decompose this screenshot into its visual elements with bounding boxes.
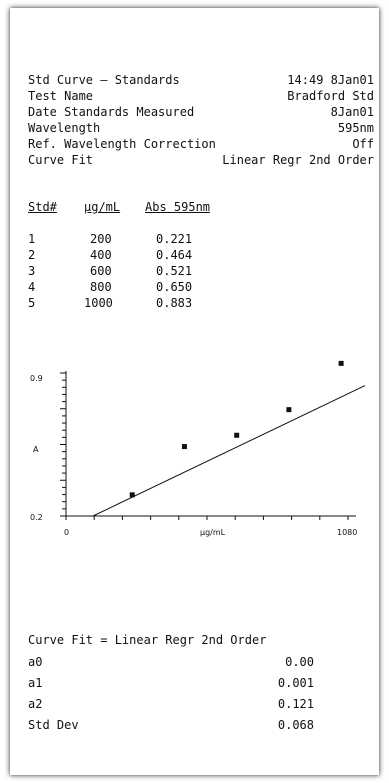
chart-ticks — [60, 372, 349, 520]
standard-curve-chart: 0.9 0.2 A 0 1080 µg/mL — [30, 360, 366, 537]
header-value-4: Off — [352, 137, 374, 151]
fit-coeff-value-a1: 0.001 — [277, 676, 314, 690]
table-row-conc: 400 — [90, 248, 112, 262]
fit-line — [92, 385, 366, 517]
header-label-0: Std Curve — Standards — [28, 73, 180, 87]
table-row-std: 2 — [28, 248, 36, 262]
header-label-4: Ref. Wavelength Correction — [28, 137, 216, 151]
table-row-conc: 200 — [90, 232, 112, 246]
table-row-std: 1 — [28, 232, 36, 246]
fit-results-title: Curve Fit = Linear Regr 2nd Order — [28, 633, 267, 647]
y-tick-label-top: 0.9 — [30, 374, 43, 383]
x-tick-label-left: 0 — [64, 528, 69, 537]
header-label-1: Test Name — [28, 89, 94, 103]
header-value-5: Linear Regr 2nd Order — [222, 153, 374, 167]
fit-coeff-value-a2: 0.121 — [277, 697, 314, 711]
table-row-conc: 1000 — [84, 296, 113, 310]
header-label-3: Wavelength — [28, 121, 101, 135]
std-dev-value: 0.068 — [277, 718, 314, 732]
fit-coeff-label-a0: a0 — [28, 655, 43, 669]
header-label-5: Curve Fit — [28, 153, 94, 167]
data-point — [286, 407, 292, 413]
x-axis-label: µg/mL — [200, 528, 226, 537]
data-point — [129, 492, 135, 498]
table-row-abs: 0.521 — [156, 264, 193, 278]
table-row-abs: 0.883 — [156, 296, 193, 310]
header-value-3: 595nm — [337, 121, 374, 135]
y-tick-label-bottom: 0.2 — [30, 513, 43, 522]
data-point — [181, 444, 187, 450]
column-header-absorbance: Abs 595nm — [145, 200, 211, 214]
data-point — [234, 432, 240, 438]
table-row-abs: 0.650 — [156, 280, 193, 294]
column-header-std: Std# — [28, 200, 57, 214]
table-row-abs: 0.221 — [156, 232, 193, 246]
table-row-std: 5 — [28, 296, 36, 310]
fit-coeff-label-a2: a2 — [28, 697, 43, 711]
data-point — [338, 360, 344, 366]
fit-coeff-value-a0: 0.00 — [285, 655, 314, 669]
header-value-2: 8Jan01 — [330, 105, 374, 119]
header-value-0: 14:49 8Jan01 — [287, 73, 374, 87]
fit-coeff-label-a1: a1 — [28, 676, 43, 690]
header-value-1: Bradford Std — [287, 89, 374, 103]
table-row-conc: 600 — [90, 264, 112, 278]
column-header-concentration: µg/mL — [84, 200, 121, 214]
chart-axes — [65, 371, 356, 517]
std-dev-label: Std Dev — [28, 718, 79, 732]
table-row-std: 4 — [28, 280, 36, 294]
chart-points — [129, 360, 344, 498]
printout-paper — [10, 8, 379, 775]
table-row-conc: 800 — [90, 280, 112, 294]
x-tick-label-right: 1080 — [337, 528, 357, 537]
header-label-2: Date Standards Measured — [28, 105, 195, 119]
y-axis-label: A — [33, 445, 39, 454]
table-row-std: 3 — [28, 264, 36, 278]
table-row-abs: 0.464 — [156, 248, 193, 262]
torn-paper-shape — [10, 17, 379, 766]
